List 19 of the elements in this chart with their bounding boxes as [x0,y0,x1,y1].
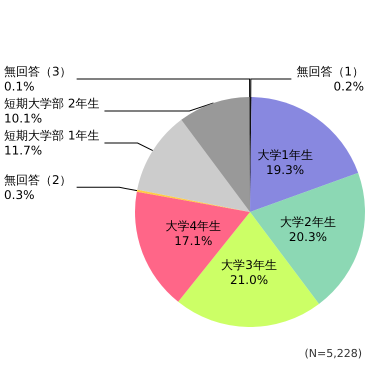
slice-label: 大学3年生 [221,258,277,272]
slice-label: 大学1年生 [257,148,313,162]
slice-label: 大学2年生 [280,214,336,229]
slice-label: 大学4年生 [166,218,222,233]
slice-label: 無回答（1） [296,64,364,79]
data-label: 0.1% [4,80,34,94]
data-label: 17.1% [174,234,212,248]
text: (N=5,228) [304,347,362,360]
data-label: 10.1% [4,112,42,126]
data-label: 0.3% [4,188,34,202]
data-label: 20.3% [288,230,328,244]
slice-label: 無回答（2） [4,172,72,187]
data-label: 0.2% [334,80,364,94]
slice-label: 短期大学部 1年生 [4,128,100,142]
data-label: 21.0% [230,272,268,287]
slice-label: 無回答（3） [4,64,72,78]
slice-label: 短期大学部 2年生 [4,96,100,110]
data-label: 11.7% [4,144,42,158]
data-label: 19.3% [266,163,304,178]
